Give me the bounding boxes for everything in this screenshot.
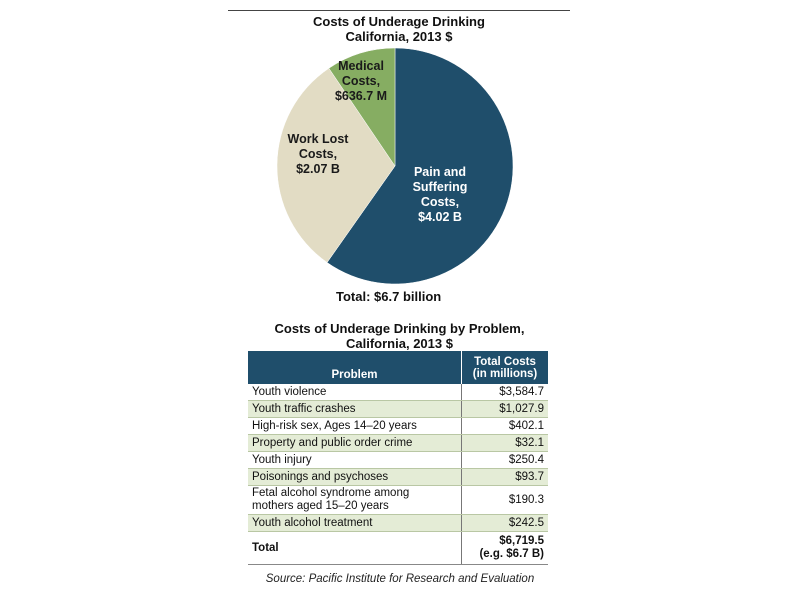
table-row: Youth traffic crashes $1,027.9 (248, 400, 548, 418)
row-problem: Property and public order crime (248, 434, 462, 452)
row-cost: $402.1 (461, 417, 548, 435)
row-cost: $32.1 (461, 434, 548, 452)
row-cost: $190.3 (461, 485, 548, 515)
row-problem-line2: mothers aged 15–20 years (252, 500, 389, 512)
total-label: Total (248, 531, 462, 565)
pie-total-label: Total: $6.7 billion (336, 289, 442, 304)
pie-slice-pain-and-suffering-costs (326, 47, 514, 285)
total-value: $6,719.5 (499, 535, 544, 547)
row-problem: Fetal alcohol syndrome among mothers age… (248, 485, 462, 515)
header-cost-line1: Total Costs (474, 355, 536, 368)
row-problem: Youth traffic crashes (248, 400, 462, 418)
table-title-line2: California, 2013 $ (346, 336, 453, 351)
header-cost-line2: (in millions) (472, 367, 538, 380)
row-problem: Youth violence (248, 384, 462, 401)
row-problem: Youth alcohol treatment (248, 514, 462, 532)
pie-slice-work-lost-costs (276, 67, 396, 263)
total-value-cell: $6,719.5 (e.g. $6.7 B) (461, 531, 548, 565)
table-title-line1: Costs of Underage Drinking by Problem, (274, 321, 525, 336)
row-cost: $1,027.9 (461, 400, 548, 418)
table-row: Youth violence $3,584.7 (248, 384, 548, 401)
row-cost: $3,584.7 (461, 384, 548, 401)
row-cost: $242.5 (461, 514, 548, 532)
table-total-row: Total $6,719.5 (e.g. $6.7 B) (248, 531, 548, 565)
pie-chart-title: Costs of Underage Drinking California, 2… (228, 14, 570, 44)
table-header-row: Problem Total Costs (in millions) (248, 351, 548, 384)
row-cost: $93.7 (461, 468, 548, 486)
header-problem: Problem (248, 351, 462, 384)
row-problem: Poisonings and psychoses (248, 468, 462, 486)
top-divider (228, 10, 570, 11)
pie-title-line1: Costs of Underage Drinking (313, 14, 485, 29)
table-title: Costs of Underage Drinking by Problem, C… (248, 321, 551, 351)
row-problem-line1: Fetal alcohol syndrome among (252, 487, 410, 499)
table-row: Youth alcohol treatment $242.5 (248, 514, 548, 532)
pie-label-work-lost-costs: Work Lost Costs, $2.07 B (288, 132, 350, 176)
costs-table: Problem Total Costs (in millions) Youth … (248, 351, 548, 565)
table-row: Poisonings and psychoses $93.7 (248, 468, 548, 486)
table-row: Youth injury $250.4 (248, 451, 548, 469)
pie-slice-medical-costs (328, 47, 396, 167)
row-problem: High-risk sex, Ages 14–20 years (248, 417, 462, 435)
row-cost: $250.4 (461, 451, 548, 469)
pie-label-pain-and-suffering-costs: Pain and Suffering Costs, $4.02 B (413, 165, 468, 224)
row-problem: Youth injury (248, 451, 462, 469)
table-row: High-risk sex, Ages 14–20 years $402.1 (248, 417, 548, 435)
source-note: Source: Pacific Institute for Research a… (265, 573, 535, 585)
table-row: Fetal alcohol syndrome among mothers age… (248, 485, 548, 515)
pie-title-line2: California, 2013 $ (345, 29, 453, 44)
total-note: (e.g. $6.7 B) (479, 548, 544, 560)
pie-label-medical-costs: Medical Costs, $636.7 M (335, 59, 387, 103)
table-row: Property and public order crime $32.1 (248, 434, 548, 452)
header-total-costs: Total Costs (in millions) (461, 351, 548, 384)
